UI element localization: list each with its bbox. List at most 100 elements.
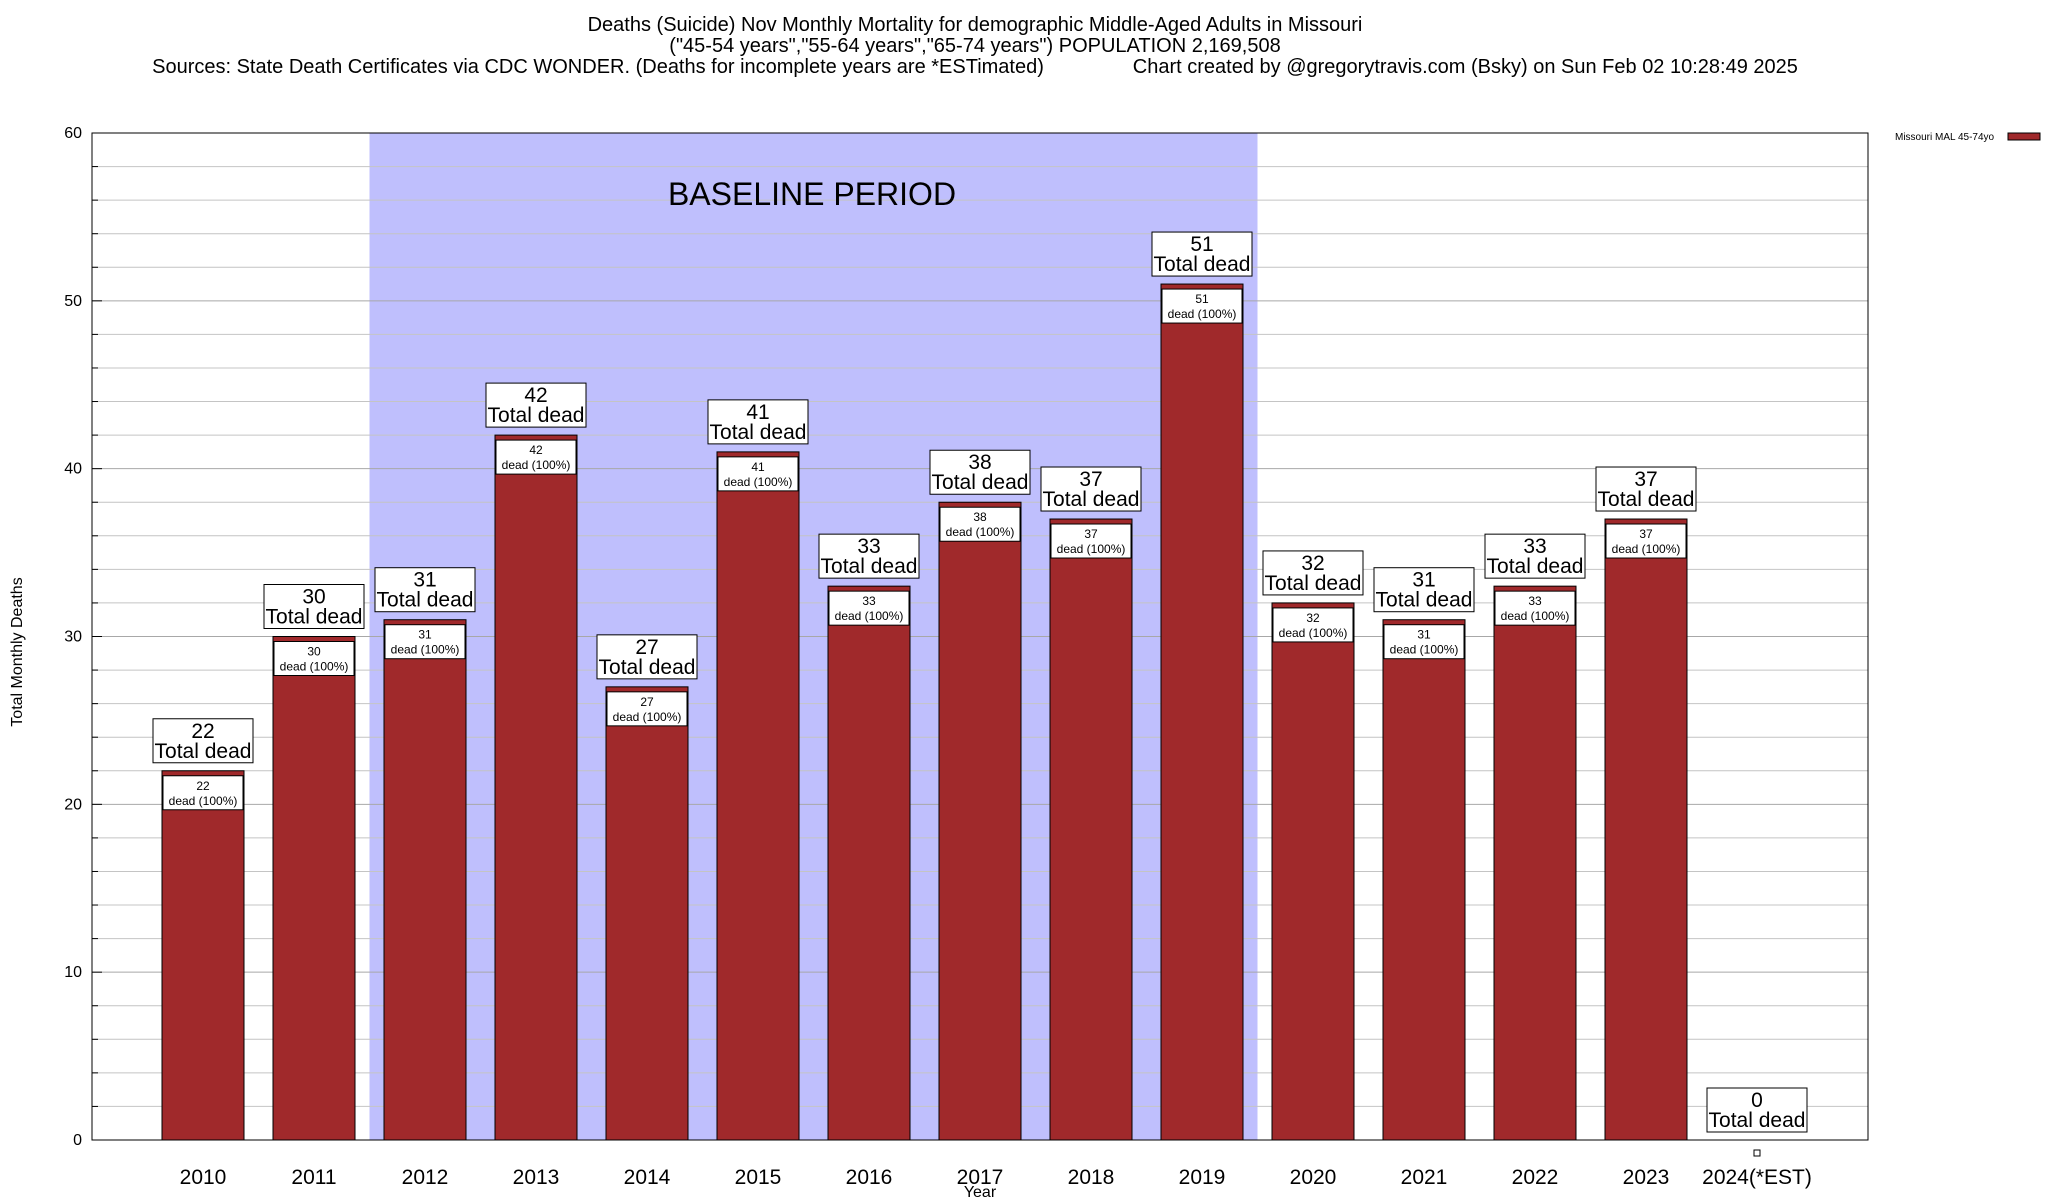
x-tick-label-2017: 2017 (957, 1166, 1004, 1189)
total-label-box-2020 (1262, 550, 1364, 596)
x-tick-label-2014: 2014 (624, 1166, 671, 1189)
inner-label-box-2010 (162, 775, 244, 811)
inner-value-label-2014: 27 (640, 695, 654, 709)
total-dead-label-2021: Total dead (1376, 589, 1473, 612)
bar-2013 (494, 434, 578, 1141)
x-tick-label-2013: 2013 (513, 1166, 560, 1189)
bar-2010 (161, 770, 245, 1141)
total-value-label-2015: 41 (746, 401, 769, 424)
y-axis-label: Total Monthly Deaths (9, 577, 26, 726)
total-value-label-2014: 27 (635, 636, 658, 659)
inner-label-box-2014 (606, 691, 688, 727)
bar-2023 (1604, 518, 1688, 1141)
chart-title-line-3: Sources: State Death Certificates via CD… (152, 56, 1798, 78)
inner-dead-label-2014: dead (100%) (613, 710, 682, 724)
total-value-label-2011: 30 (302, 586, 325, 609)
bar-2016 (827, 585, 911, 1141)
inner-label-box-2012 (384, 624, 466, 660)
x-tick-label-2024(*EST): 2024(*EST) (1702, 1166, 1812, 1189)
x-tick-label-2011: 2011 (291, 1166, 336, 1189)
total-label-box-2019 (1151, 231, 1253, 277)
x-tick-label-2020: 2020 (1290, 1166, 1337, 1189)
inner-value-label-2017: 38 (973, 510, 987, 524)
inner-label-box-2019 (1161, 288, 1243, 324)
bar-2021 (1382, 619, 1466, 1141)
total-dead-label-2012: Total dead (377, 589, 474, 612)
total-value-label-2012: 31 (413, 569, 436, 592)
x-tick-label-2021: 2021 (1401, 1166, 1448, 1189)
bar-2012 (383, 619, 467, 1141)
total-value-label-2021: 31 (1412, 569, 1435, 592)
total-dead-label-2016: Total dead (821, 555, 918, 578)
inner-value-label-2011: 30 (307, 645, 321, 659)
total-value-label-2017: 38 (968, 451, 991, 474)
x-tick-label-2023: 2023 (1623, 1166, 1670, 1189)
bar-2015 (716, 451, 800, 1141)
x-tick-label-2012: 2012 (402, 1166, 449, 1189)
inner-label-box-2016 (828, 590, 910, 626)
inner-value-label-2013: 42 (529, 443, 543, 457)
inner-value-label-2021: 31 (1417, 628, 1431, 642)
total-label-box-2011 (263, 584, 365, 629)
total-label-box-2022 (1484, 533, 1586, 579)
total-dead-label-2015: Total dead (710, 421, 807, 444)
bar-2011 (272, 636, 356, 1141)
x-tick-label-2015: 2015 (735, 1166, 782, 1189)
total-value-label-2013: 42 (524, 384, 547, 407)
legend-series-label: Missouri MAL 45-74yo (1895, 132, 1995, 143)
inner-dead-label-2019: dead (100%) (1168, 307, 1237, 321)
total-value-label-2019: 51 (1190, 233, 1213, 256)
inner-value-label-2010: 22 (196, 779, 210, 793)
total-dead-label-2011: Total dead (266, 606, 363, 629)
bar-2018 (1049, 518, 1133, 1141)
chart-title-line-1: Deaths (Suicide) Nov Monthly Mortality f… (588, 14, 1363, 36)
total-dead-label-2018: Total dead (1043, 488, 1140, 511)
y-tick-label-20: 20 (64, 796, 82, 813)
x-tick-label-2016: 2016 (846, 1166, 893, 1189)
inner-dead-label-2010: dead (100%) (169, 794, 238, 808)
total-label-box-2024(*EST) (1706, 1087, 1808, 1133)
y-tick-label-0: 0 (73, 1132, 82, 1149)
y-tick-label-60: 60 (64, 125, 82, 142)
total-value-label-2010: 22 (191, 720, 214, 743)
total-value-label-2020: 32 (1301, 552, 1324, 575)
total-label-box-2015 (707, 399, 809, 445)
total-value-label-2018: 37 (1079, 468, 1102, 491)
inner-dead-label-2017: dead (100%) (946, 525, 1015, 539)
inner-dead-label-2023: dead (100%) (1612, 542, 1681, 556)
total-dead-label-2022: Total dead (1487, 555, 1584, 578)
inner-value-label-2019: 51 (1195, 292, 1209, 306)
inner-dead-label-2021: dead (100%) (1390, 643, 1459, 657)
x-tick-label-2022: 2022 (1512, 1166, 1559, 1189)
inner-label-box-2018 (1050, 523, 1132, 559)
total-label-box-2010 (152, 718, 254, 764)
total-label-box-2013 (485, 382, 587, 428)
inner-label-box-2021 (1383, 624, 1465, 660)
inner-value-label-2018: 37 (1084, 527, 1098, 541)
total-value-label-2024(*EST): 0 (1751, 1089, 1763, 1112)
x-tick-label-2019: 2019 (1179, 1166, 1226, 1189)
inner-dead-label-2018: dead (100%) (1057, 542, 1126, 556)
inner-value-label-2016: 33 (862, 594, 876, 608)
inner-dead-label-2015: dead (100%) (724, 475, 793, 489)
inner-dead-label-2011: dead (100%) (280, 660, 349, 674)
legend-swatch (2007, 132, 2041, 141)
y-tick-label-10: 10 (64, 964, 82, 981)
total-label-box-2016 (818, 533, 920, 579)
inner-value-label-2023: 37 (1639, 527, 1653, 541)
bar-2017 (938, 501, 1022, 1141)
inner-dead-label-2016: dead (100%) (835, 609, 904, 623)
inner-label-box-2022 (1494, 590, 1576, 626)
inner-value-label-2020: 32 (1306, 611, 1320, 625)
total-dead-label-2019: Total dead (1154, 253, 1251, 276)
total-label-box-2021 (1373, 567, 1475, 613)
x-axis-label: Year (964, 1184, 997, 1200)
inner-label-box-2011 (273, 641, 355, 676)
total-dead-label-2014: Total dead (599, 656, 696, 679)
total-dead-label-2023: Total dead (1598, 488, 1695, 511)
inner-dead-label-2022: dead (100%) (1501, 609, 1570, 623)
total-label-box-2023 (1595, 466, 1697, 512)
bar-2019 (1160, 283, 1244, 1141)
total-label-box-2018 (1040, 466, 1142, 512)
